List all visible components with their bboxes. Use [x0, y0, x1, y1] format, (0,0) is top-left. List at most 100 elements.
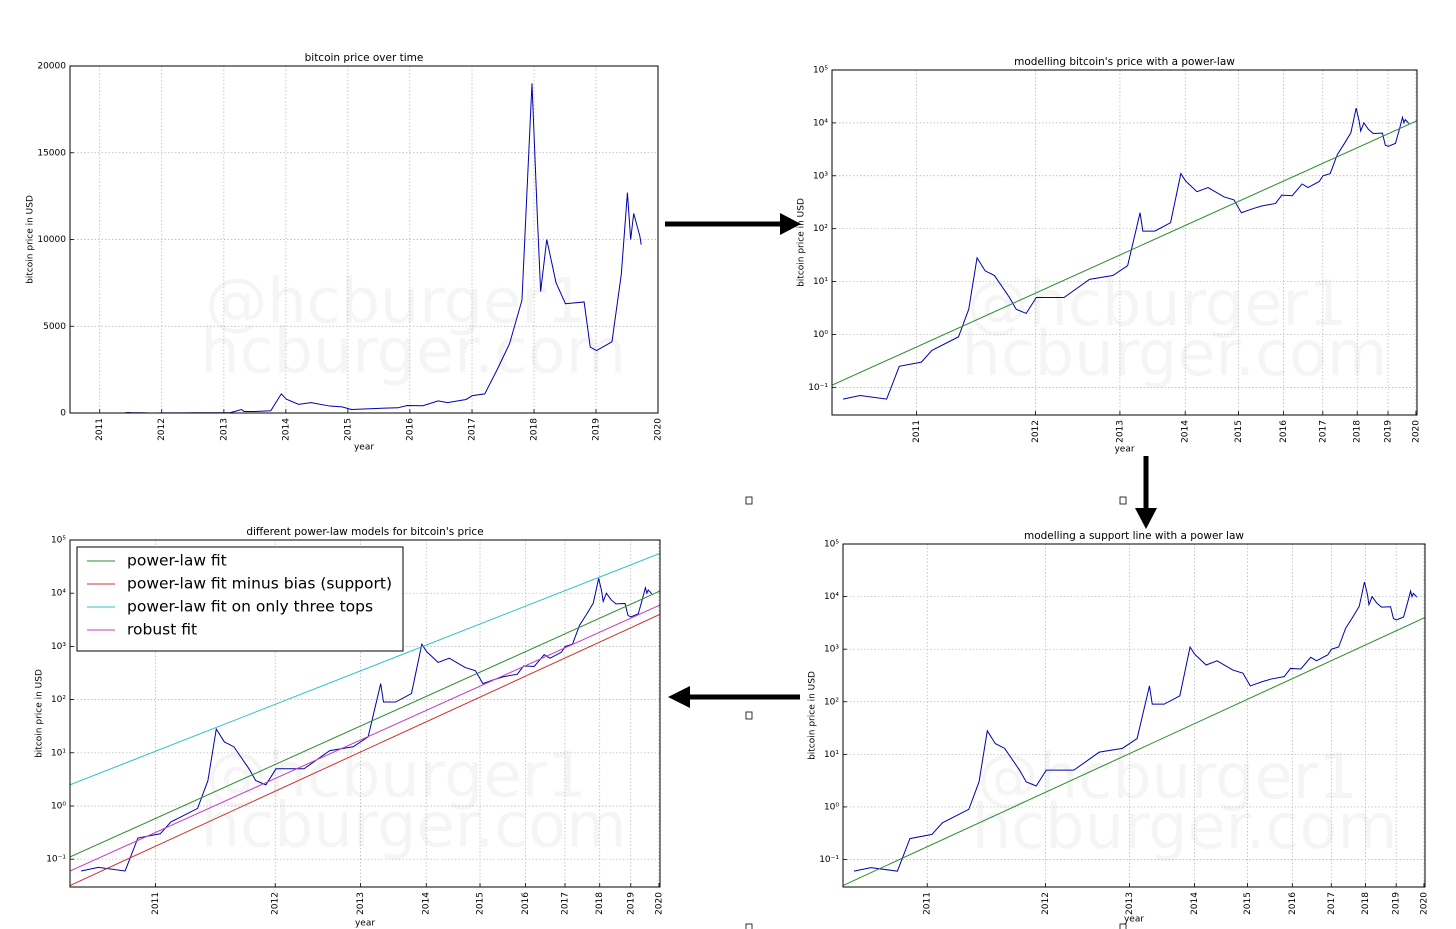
y-tick-label: 0: [60, 409, 66, 419]
legend-box: [76, 546, 404, 652]
y-tick-label: 10¹: [51, 748, 66, 758]
y-tick-label: 10⁻¹: [808, 383, 828, 393]
y-tick-label: 10²: [824, 697, 839, 707]
chart-title: different power-law models for bitcoin's…: [246, 526, 483, 538]
placeholder-box: [745, 711, 753, 720]
x-tick-label: 2018: [530, 418, 540, 441]
x-tick-label: 2017: [1318, 420, 1328, 443]
x-tick-label: 2018: [1361, 892, 1371, 915]
x-tick-label: 2015: [476, 892, 486, 915]
x-tick-label: 2016: [521, 892, 531, 915]
x-tick-label: 2012: [157, 418, 167, 441]
chart: @hcburger1hcburger.com10⁻¹10⁰10¹10²10³10…: [797, 56, 1422, 455]
arrow-head: [1135, 508, 1157, 529]
x-tick-label: 2013: [356, 892, 366, 915]
plot-lines: [832, 108, 1417, 400]
x-axis-label: year: [1114, 445, 1134, 455]
x-tick-label: 2014: [422, 892, 432, 915]
legend: power-law fit power-law fit minus bias (s…: [76, 546, 404, 652]
price-line: [853, 581, 1418, 872]
y-tick-label: 10⁰: [813, 330, 828, 340]
placeholder-box: [745, 923, 753, 929]
x-tick-label: 2013: [219, 418, 229, 441]
y-tick-label: 10⁰: [824, 802, 839, 812]
x-tick-label: 2019: [1392, 892, 1402, 915]
placeholders: [745, 496, 1127, 929]
x-tick-label: 2012: [1031, 420, 1041, 443]
watermark: hcburger.com: [972, 790, 1398, 863]
x-tick-label: 2017: [1327, 892, 1337, 915]
watermark: hcburger.com: [962, 317, 1388, 390]
y-tick-label: 10⁰: [51, 801, 66, 811]
placeholder-box: [745, 496, 753, 505]
x-tick-label: 2018: [595, 892, 605, 915]
y-axis-label: bitcoin price in USD: [808, 671, 818, 760]
y-tick-label: 10³: [51, 642, 66, 652]
y-tick-label: 10000: [37, 235, 66, 245]
y-tick-label: 10³: [824, 645, 839, 655]
x-tick-label: 2012: [1041, 892, 1051, 915]
y-tick-label: 10²: [813, 224, 828, 234]
x-tick-label: 2012: [271, 892, 281, 915]
x-tick-label: 2019: [1384, 420, 1394, 443]
x-tick-label: 2011: [151, 892, 161, 915]
x-tick-label: 2014: [281, 418, 291, 441]
chart-title: modelling bitcoin's price with a power-l…: [1014, 56, 1235, 68]
x-tick-label: 2014: [1190, 892, 1200, 915]
fit-line: [70, 552, 660, 786]
placeholder-box: [1119, 496, 1127, 505]
plot-frame: [831, 69, 1418, 416]
x-tick-label: 2013: [1125, 892, 1135, 915]
plot-frame: [842, 543, 1426, 888]
x-tick-label: 2016: [1279, 420, 1289, 443]
y-tick-label: 20000: [37, 62, 66, 72]
chart: @hcburger1hcburger.com10⁻¹10⁰10¹10²10³10…: [35, 526, 665, 929]
x-tick-label: 2011: [912, 420, 922, 443]
fit-line: [832, 120, 1417, 386]
y-tick-label: 10⁴: [824, 592, 839, 602]
x-tick-label: 2011: [95, 418, 105, 441]
fit-line: [70, 604, 660, 872]
y-tick-label: 10⁻¹: [819, 855, 839, 865]
x-axis-label: year: [354, 443, 374, 453]
y-tick-label: 10¹: [824, 750, 839, 760]
y-tick-label: 10¹: [813, 277, 828, 287]
x-tick-label: 2013: [1115, 420, 1125, 443]
chart: @hcburger1hcburger.com10⁻¹10⁰10¹10²10³10…: [808, 530, 1430, 925]
x-tick-label: 2016: [1288, 892, 1298, 915]
x-tick-label: 2019: [592, 418, 602, 441]
x-tick-label: 2020: [654, 892, 664, 915]
x-tick-label: 2014: [1181, 420, 1191, 443]
chart: @hcburger1hcburger.com050001000015000200…: [26, 52, 664, 453]
arrow-head: [668, 686, 690, 708]
x-tick-label: 2018: [1353, 420, 1363, 443]
watermark: hcburger.com: [200, 315, 626, 388]
x-tick-label: 2020: [1411, 420, 1421, 443]
y-tick-label: 15000: [37, 148, 66, 158]
watermark: hcburger.com: [201, 789, 627, 862]
legend-label: power-law fit on only three tops: [127, 598, 373, 616]
y-axis-label: bitcoin price in USD: [35, 669, 45, 758]
arrow-head: [780, 213, 801, 235]
y-tick-label: 10⁵: [51, 536, 66, 546]
y-tick-label: 10⁴: [51, 589, 66, 599]
x-tick-label: 2019: [626, 892, 636, 915]
x-tick-label: 2016: [405, 418, 415, 441]
chart-title: modelling a support line with a power la…: [1024, 530, 1244, 542]
x-tick-label: 2015: [343, 418, 353, 441]
plot-lines: [70, 552, 660, 886]
x-axis-label: year: [1124, 915, 1144, 925]
x-tick-label: 2020: [1419, 892, 1429, 915]
x-tick-label: 2015: [1234, 420, 1244, 443]
legend-label: power-law fit: [127, 552, 227, 570]
fit-line: [70, 590, 660, 858]
y-tick-label: 10²: [51, 695, 66, 705]
price-line: [81, 578, 652, 872]
y-tick-label: 10³: [813, 171, 828, 181]
x-tick-label: 2015: [1243, 892, 1253, 915]
x-tick-label: 2017: [468, 418, 478, 441]
x-tick-label: 2017: [560, 892, 570, 915]
fit-line: [843, 617, 1425, 886]
x-axis-label: year: [355, 919, 375, 929]
